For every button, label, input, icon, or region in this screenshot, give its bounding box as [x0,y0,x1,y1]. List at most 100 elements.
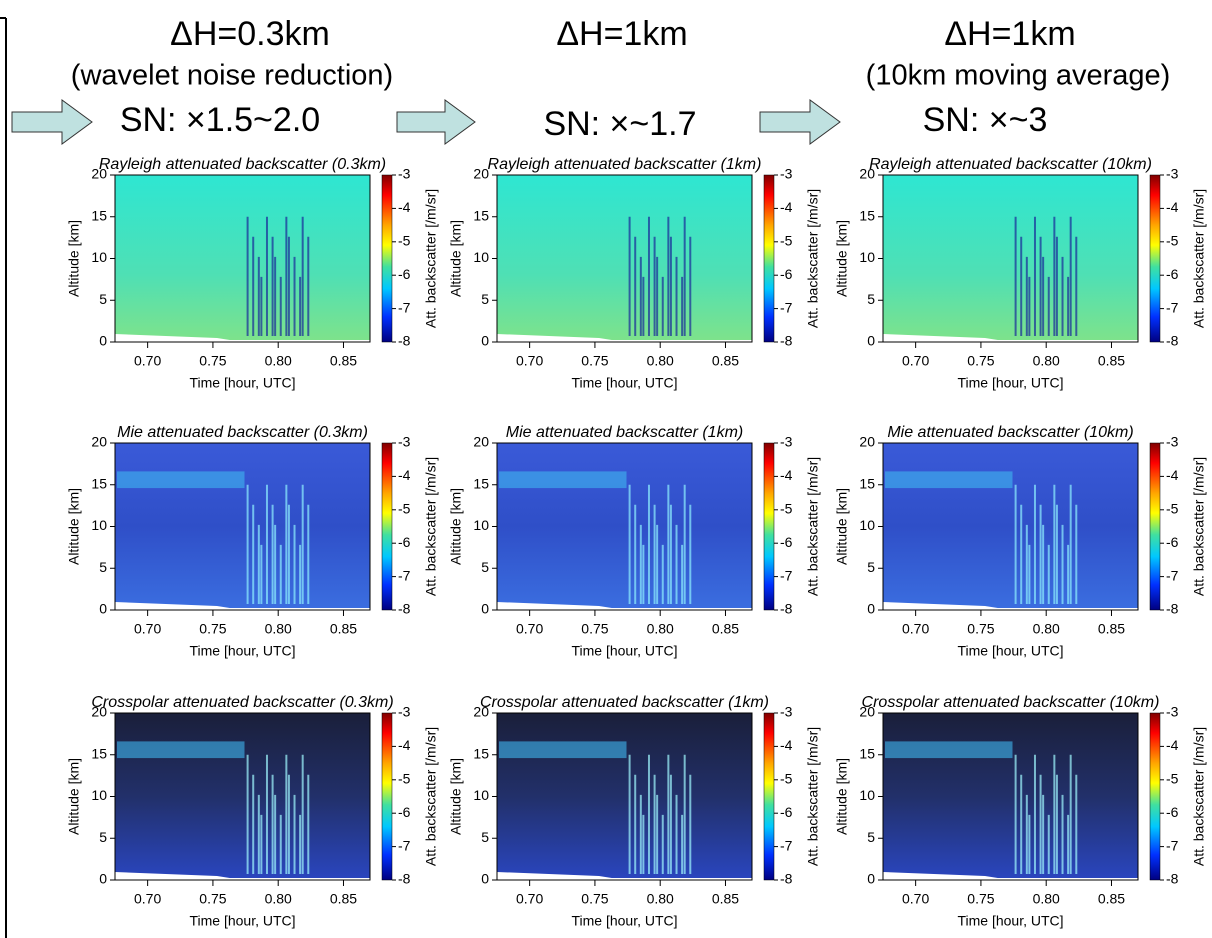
colorbar-tick-label: -7 [780,299,793,315]
arrow [396,99,476,145]
x-tick-label: 0.75 [581,891,608,907]
y-axis-label: Altitude [km] [834,220,850,297]
colorbar-tick-label: -5 [1166,501,1179,517]
colorbar-tick-label: -5 [398,233,411,249]
x-tick-label: 0.75 [199,353,226,369]
colorbar-tick-label: -7 [1166,567,1179,583]
x-tick-label: 0.75 [967,891,994,907]
colorbar-tick-label: -8 [1166,871,1179,887]
x-tick-label: 0.70 [516,891,543,907]
colorbar-tick-label: -6 [1166,534,1179,550]
heatmap [497,175,752,342]
y-tick-label: 20 [473,166,489,182]
x-tick-label: 0.80 [1033,353,1060,369]
colorbar-tick-label: -4 [398,737,411,753]
panel-title: Rayleigh attenuated backscatter (0.3km) [99,156,386,173]
colorbar [1149,174,1161,343]
cloud-layer [885,471,1013,489]
colorbar-tick-label: -7 [398,837,411,853]
colorbar-tick-label: -5 [780,233,793,249]
colorbar-tick-label: -7 [398,299,411,315]
y-tick-label: 20 [859,704,875,720]
x-tick-label: 0.75 [967,621,994,637]
column-heading: ΔH=1km [556,15,687,53]
y-axis-label: Altitude [km] [66,758,82,835]
column-subheading: (wavelet noise reduction) [71,60,393,92]
y-tick-label: 0 [99,601,107,617]
colorbar-tick-label: -3 [398,704,411,720]
arrow [759,99,841,145]
y-tick-label: 10 [473,249,489,265]
panel-title: Mie attenuated backscatter (10km) [887,424,1133,441]
column-heading: ΔH=1km [944,15,1075,53]
heatmap [883,713,1138,880]
colorbar-label: Att. backscatter [/m/sr] [423,457,439,596]
x-axis-label: Time [hour, UTC] [189,643,295,659]
colorbar-tick-label: -3 [780,434,793,450]
colorbar-tick-label: -3 [1166,166,1179,182]
x-tick-label: 0.85 [330,621,357,637]
colorbar-tick-label: -5 [398,501,411,517]
colorbar [763,712,775,881]
column-subheading: (10km moving average) [866,60,1171,92]
colorbar-label: Att. backscatter [/m/sr] [423,189,439,328]
ground [115,334,370,342]
ground [497,334,752,342]
cloud-layer [499,741,627,759]
heatmap [883,175,1138,342]
y-tick-label: 0 [481,871,489,887]
x-tick-label: 0.70 [516,621,543,637]
ground [883,334,1138,342]
x-tick-label: 0.70 [134,353,161,369]
y-tick-label: 10 [859,787,875,803]
x-tick-label: 0.80 [647,353,674,369]
panel-title: Rayleigh attenuated backscatter (1km) [488,156,762,173]
colorbar-tick-label: -6 [780,804,793,820]
ground [883,872,1138,880]
colorbar-tick-label: -4 [780,737,793,753]
y-tick-label: 20 [91,434,107,450]
y-tick-label: 0 [99,871,107,887]
colorbar-tick-label: -6 [780,534,793,550]
colorbar-tick-label: -3 [398,166,411,182]
colorbar-label: Att. backscatter [/m/sr] [1191,457,1207,596]
colorbar-tick-label: -8 [398,871,411,887]
x-tick-label: 0.75 [199,891,226,907]
colorbar-tick-label: -5 [780,501,793,517]
colorbar [1149,442,1161,611]
colorbar-tick-label: -8 [1166,333,1179,349]
y-tick-label: 20 [91,166,107,182]
ground [497,602,752,610]
colorbar-tick-label: -5 [1166,233,1179,249]
x-tick-label: 0.85 [712,621,739,637]
sn-label: SN: ×1.5~2.0 [120,101,320,139]
x-tick-label: 0.80 [265,353,292,369]
y-tick-label: 15 [473,207,489,223]
panel-title: Crosspolar attenuated backscatter (10km) [862,694,1160,711]
ground [115,602,370,610]
colorbar-tick-label: -7 [398,567,411,583]
colorbar [381,174,393,343]
y-tick-label: 10 [859,517,875,533]
y-tick-label: 15 [859,475,875,491]
y-tick-label: 5 [481,559,489,575]
colorbar-tick-label: -6 [1166,266,1179,282]
x-tick-label: 0.70 [516,353,543,369]
y-axis-label: Altitude [km] [66,220,82,297]
cloud-layer [499,471,627,489]
heatmap [497,443,752,610]
y-axis-label: Altitude [km] [448,758,464,835]
colorbar [381,712,393,881]
colorbar-tick-label: -4 [780,199,793,215]
x-tick-label: 0.85 [712,353,739,369]
colorbar-label: Att. backscatter [/m/sr] [805,189,821,328]
colorbar [1149,712,1161,881]
y-tick-label: 15 [473,745,489,761]
y-axis-label: Altitude [km] [448,488,464,565]
colorbar-tick-label: -8 [780,871,793,887]
colorbar-tick-label: -5 [398,771,411,787]
y-tick-label: 0 [867,871,875,887]
y-axis-label: Altitude [km] [834,488,850,565]
y-axis-label: Altitude [km] [834,758,850,835]
